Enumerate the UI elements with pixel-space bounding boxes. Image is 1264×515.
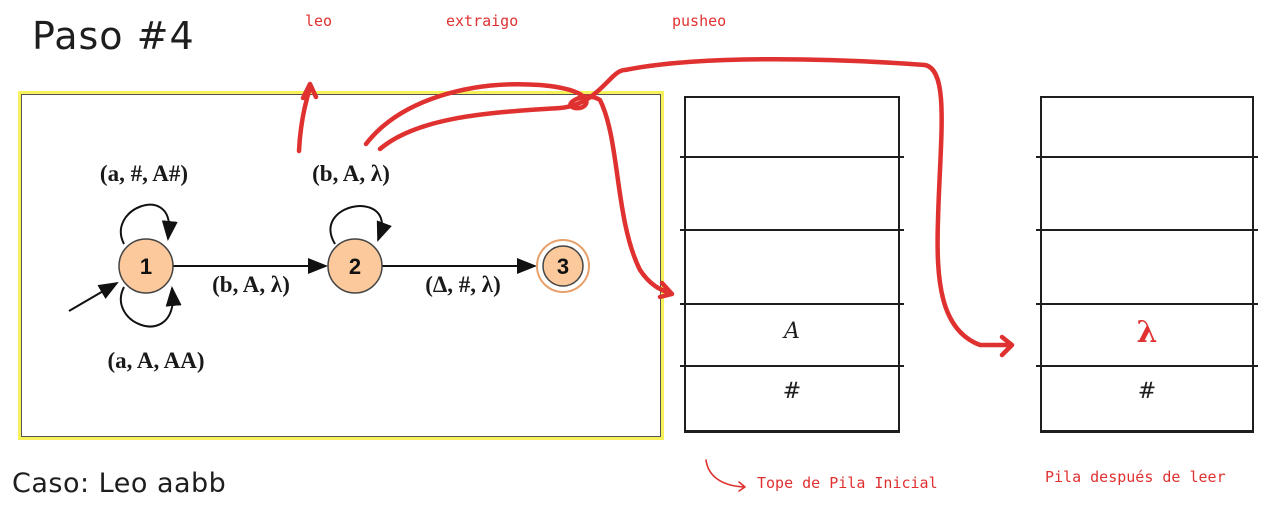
state-1 bbox=[118, 238, 174, 294]
stack-initial-row bbox=[680, 158, 904, 231]
stack-after-row bbox=[1036, 98, 1258, 158]
state-3-label: 3 bbox=[557, 254, 569, 279]
label-edge-1-2: (b, A, λ) bbox=[212, 272, 290, 297]
stack-after-row bbox=[1036, 158, 1258, 231]
stack-after: λ # bbox=[1036, 96, 1258, 432]
stack-after-cell-top: λ bbox=[1136, 315, 1158, 350]
state-2 bbox=[327, 238, 383, 294]
page-title: Paso #4 bbox=[32, 14, 195, 58]
arrow-leo bbox=[296, 81, 319, 154]
arrow-pusheo bbox=[377, 57, 1015, 358]
label-loop-1-bottom: (a, A, AA) bbox=[107, 348, 204, 373]
stack-initial-row bbox=[680, 231, 904, 305]
stack-after-row: # bbox=[1036, 367, 1258, 434]
annotation-leo: leo bbox=[305, 12, 333, 30]
label-edge-2-3: (Δ, #, λ) bbox=[425, 272, 501, 297]
loop-1-bottom bbox=[120, 286, 182, 328]
stack-initial-cell-bottom: # bbox=[782, 379, 802, 404]
stack-initial-base bbox=[684, 430, 900, 433]
annotation-extraigo: extraigo bbox=[446, 12, 519, 30]
state-1-label: 1 bbox=[140, 254, 152, 279]
annotation-pila-despues: Pila después de leer bbox=[1045, 468, 1226, 486]
stack-initial-cell-top: A bbox=[784, 319, 800, 344]
annotation-pusheo: pusheo bbox=[672, 12, 727, 30]
initial-arrow bbox=[68, 281, 119, 312]
stack-initial: A # bbox=[680, 96, 904, 432]
stack-initial-row: A bbox=[680, 305, 904, 367]
state-3-inner bbox=[542, 245, 584, 287]
case-label: Caso: Leo aabb bbox=[12, 468, 227, 499]
label-loop-1-top: (a, #, A#) bbox=[100, 161, 188, 186]
stack-after-base bbox=[1040, 430, 1254, 433]
stack-after-cell-bottom: # bbox=[1137, 379, 1157, 404]
stack-initial-row: # bbox=[680, 367, 904, 434]
stack-after-row: λ bbox=[1036, 305, 1258, 367]
arrow-extraigo bbox=[363, 82, 675, 300]
arrow-tope bbox=[705, 459, 746, 492]
automaton-diagram: 1 2 3 (a, #, A#) (a, A, AA) (b, A, λ) (b… bbox=[18, 91, 664, 440]
stack-initial-row bbox=[680, 98, 904, 158]
annotation-tope-pila: Tope de Pila Inicial bbox=[757, 474, 938, 492]
stack-after-row bbox=[1036, 231, 1258, 305]
label-loop-2: (b, A, λ) bbox=[312, 161, 390, 186]
state-2-label: 2 bbox=[349, 254, 361, 279]
loop-1-top bbox=[120, 203, 178, 245]
loop-2 bbox=[329, 205, 392, 245]
